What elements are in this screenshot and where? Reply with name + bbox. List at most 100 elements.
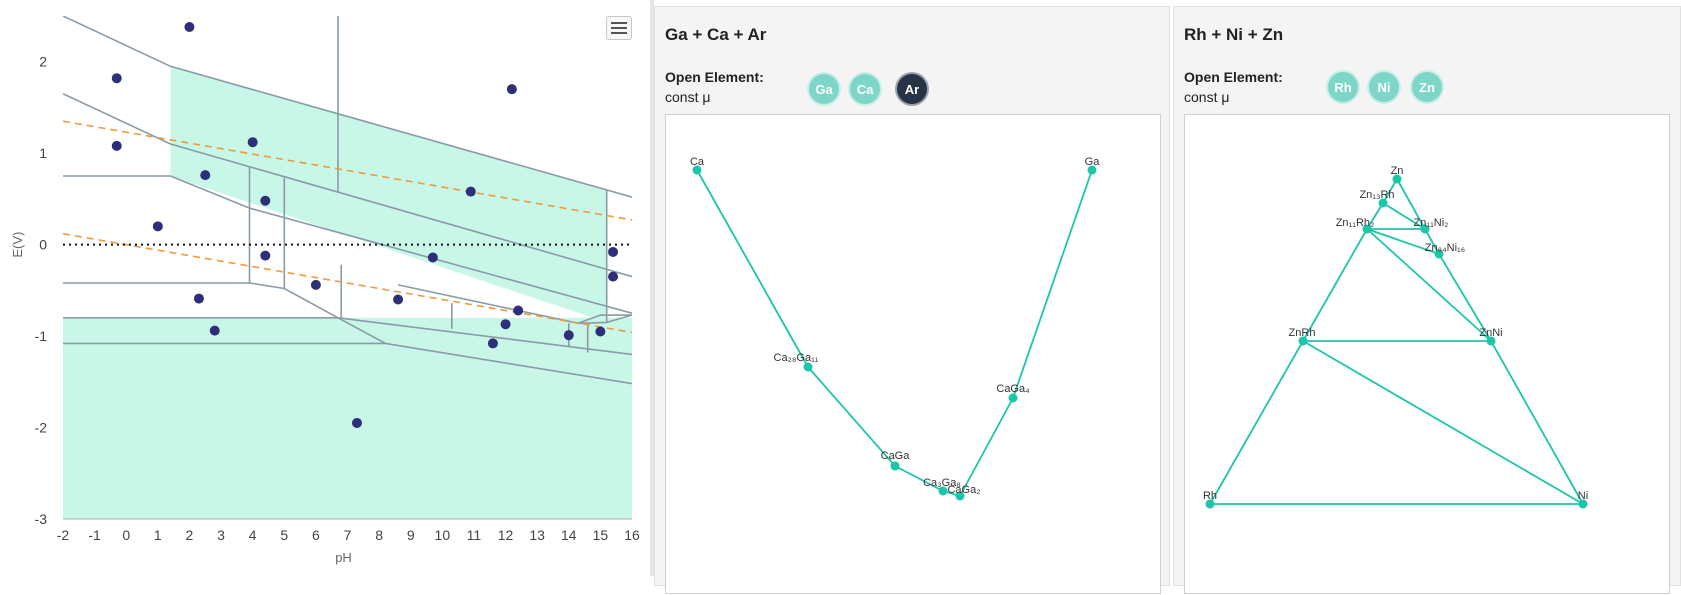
x-tick-label: 0 xyxy=(122,527,130,543)
tie-line xyxy=(1302,228,1368,342)
pourbaix-plot: -2 -1 0 1 2 3 4 5 6 7 8 9 10 11 12 13 14 15 16210-1-2-3pHE… xyxy=(10,16,640,565)
data-point xyxy=(247,137,258,148)
data-point xyxy=(152,221,163,232)
tie-line xyxy=(1209,340,1304,505)
phase-diagram: Zn Zn₁₃Rh Zn₁₁Rh₂ Zn₁₁Ni₂ Zn₈₄Ni₁₆ ZnRh ZnNi Rh… xyxy=(1203,165,1588,509)
y-tick-label: 2 xyxy=(39,54,47,70)
phase-label: Ni xyxy=(1578,490,1588,502)
tie-line xyxy=(1396,178,1426,230)
x-tick-label: 11 xyxy=(467,527,482,543)
element-toggle-ga[interactable]: Ga xyxy=(809,74,839,104)
element-toggle-ni[interactable]: Ni xyxy=(1369,72,1399,102)
phase-point xyxy=(1486,336,1496,346)
phase-label: Ca₂₈Ga₁₁ xyxy=(774,352,819,364)
phase-label: Rh xyxy=(1203,490,1217,502)
x-tick-label: 16 xyxy=(624,527,640,543)
element-toggle-ar[interactable]: Ar xyxy=(897,74,927,104)
x-tick-label: 2 xyxy=(186,527,194,543)
phase-diagram-box: Zn Zn₁₃Rh Zn₁₁Rh₂ Zn₁₁Ni₂ Zn₈₄Ni₁₆ ZnRh ZnNi Rh… xyxy=(1184,114,1670,594)
region-boundary xyxy=(578,314,632,325)
x-tick-label: 9 xyxy=(407,527,415,543)
phase-label: ZnNi xyxy=(1479,327,1502,339)
phase-label: Zn₁₁Rh₂ xyxy=(1336,217,1375,229)
region-boundary xyxy=(63,282,339,319)
region-boundary xyxy=(63,92,632,278)
phase-point xyxy=(955,491,965,501)
tie-line xyxy=(1366,228,1440,255)
element-toggle-rh[interactable]: Rh xyxy=(1328,72,1358,102)
data-point xyxy=(500,319,511,330)
tie-line xyxy=(1382,202,1426,230)
y-tick-label: -3 xyxy=(35,511,48,527)
stability-region xyxy=(170,66,607,323)
x-tick-label: 15 xyxy=(593,527,609,543)
x-tick-label: 7 xyxy=(344,527,352,543)
data-point xyxy=(209,325,220,336)
panel-divider xyxy=(650,0,654,576)
y-tick-label: 1 xyxy=(39,145,47,161)
x-tick-label: 6 xyxy=(312,527,320,543)
tie-line xyxy=(1382,178,1398,204)
phase-point xyxy=(1420,224,1430,234)
x-tick-label: 13 xyxy=(529,527,545,543)
data-point xyxy=(393,294,404,305)
phase-point xyxy=(692,165,702,175)
tie-line xyxy=(894,465,944,492)
region-boundary xyxy=(63,175,632,314)
element-toggle-zn[interactable]: Zn xyxy=(1412,72,1442,102)
phase-label: Ga xyxy=(1085,156,1101,168)
tie-line xyxy=(959,397,1014,497)
tie-line xyxy=(1438,253,1492,342)
data-point xyxy=(563,330,574,341)
phase-label: Zn₈₄Ni₁₆ xyxy=(1425,242,1465,254)
region-boundary xyxy=(63,16,632,198)
phase-panel-ga-ca-ar: Ga + Ca + Ar Open Element: const μ Ga Ca… xyxy=(654,6,1170,594)
panel-title: Ga + Ca + Ar xyxy=(665,25,767,44)
tie-line xyxy=(1490,340,1584,505)
open-element-const: const μ xyxy=(665,89,711,105)
hamburger-menu-icon[interactable] xyxy=(606,16,632,40)
data-point xyxy=(111,140,122,151)
y-tick-label: -1 xyxy=(35,328,48,344)
x-tick-label: 10 xyxy=(435,527,451,543)
data-point xyxy=(351,417,362,428)
data-point xyxy=(595,326,606,337)
water-stability-line xyxy=(63,232,632,334)
x-tick-label: 4 xyxy=(249,527,257,543)
x-axis-label: pH xyxy=(335,550,352,565)
phase-point xyxy=(1362,224,1372,234)
x-tick-label: 8 xyxy=(375,527,383,543)
phase-label: Zn₁₁Ni₂ xyxy=(1414,217,1449,229)
phase-point xyxy=(1205,499,1215,509)
x-tick-label: 1 xyxy=(154,527,162,543)
phase-point xyxy=(890,461,900,471)
pourbaix-diagram: -2 -1 0 1 2 3 4 5 6 7 8 9 10 11 12 13 14 15 16 2 1 0 -1 -2 -3 pH E… xyxy=(0,0,650,576)
phase-point xyxy=(1008,393,1018,403)
data-point xyxy=(260,195,271,206)
stability-region xyxy=(63,317,632,519)
x-tick-label: 5 xyxy=(280,527,288,543)
tie-line xyxy=(1366,228,1492,342)
data-point xyxy=(260,250,271,261)
tie-line xyxy=(696,169,809,368)
data-point xyxy=(184,21,195,32)
phase-point xyxy=(1578,499,1588,509)
phase-point xyxy=(1087,165,1097,175)
tie-line xyxy=(1424,228,1440,255)
phase-point xyxy=(1378,198,1388,208)
data-point xyxy=(200,170,211,181)
tie-line xyxy=(1012,169,1093,399)
phase-panel-rh-ni-zn: Rh + Ni + Zn Open Element: const μ Rh Ni… xyxy=(1173,6,1681,594)
tie-line xyxy=(1302,340,1584,505)
data-point xyxy=(487,338,498,349)
phase-label: ZnRh xyxy=(1289,327,1316,339)
open-element-label: Open Element: xyxy=(1184,69,1283,85)
phase-label: Ca xyxy=(690,156,705,168)
element-toggle-ca[interactable]: Ca xyxy=(850,74,880,104)
data-point xyxy=(111,73,122,84)
x-tick-label: -2 xyxy=(57,527,70,543)
panel-title: Rh + Ni + Zn xyxy=(1184,25,1284,44)
x-tick-label: -1 xyxy=(88,527,101,543)
y-tick-label: -2 xyxy=(35,420,48,436)
data-point xyxy=(506,84,517,95)
